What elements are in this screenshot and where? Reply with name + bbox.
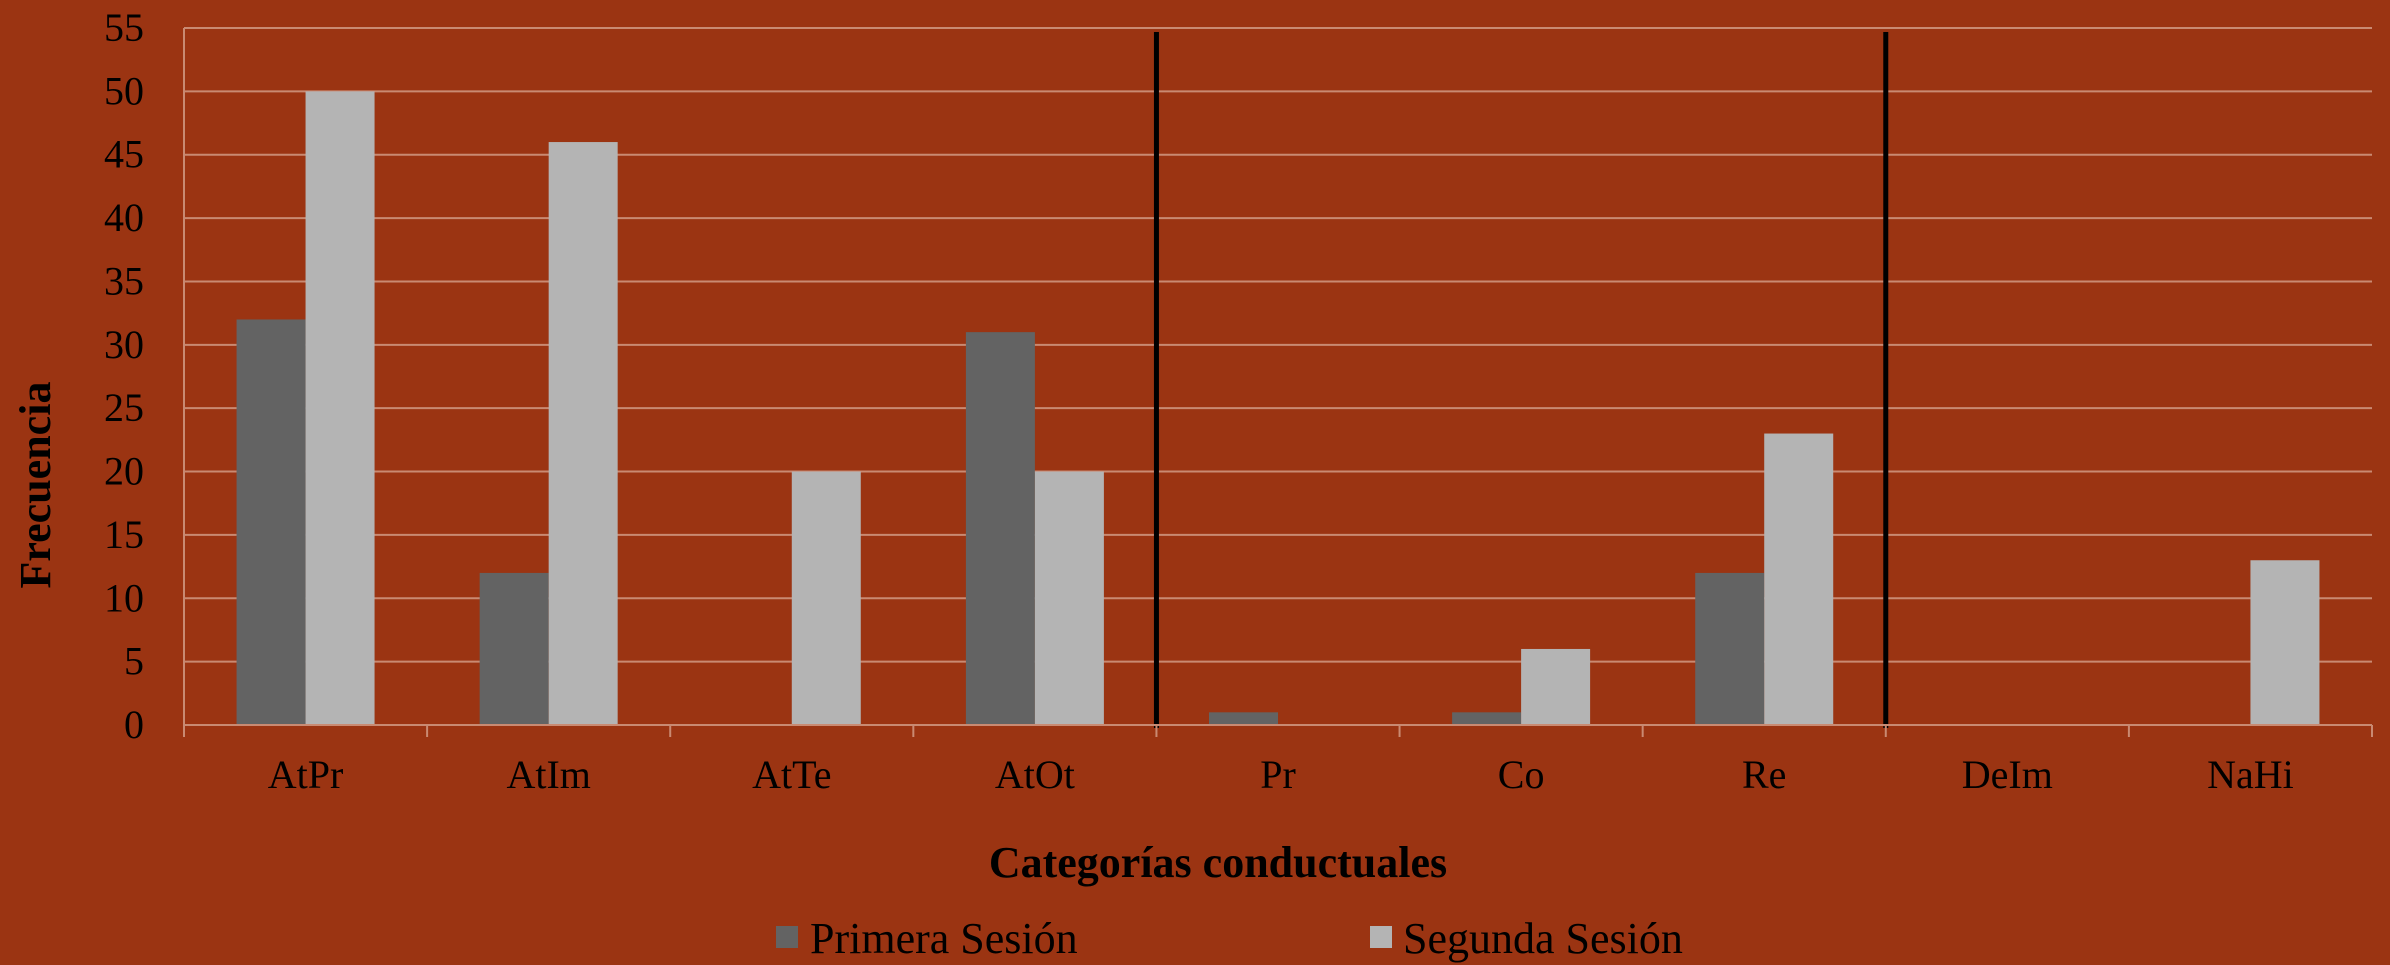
x-tick-label: DeIm xyxy=(1962,752,2053,797)
bar-segunda-co xyxy=(1521,648,1591,725)
bar-primera-pr xyxy=(1209,712,1278,725)
x-tick-label: AtOt xyxy=(995,752,1075,797)
y-tick-label: 40 xyxy=(104,195,144,240)
y-tick-label: 10 xyxy=(104,575,144,620)
x-tick-label: Re xyxy=(1742,752,1786,797)
x-tick-label: Pr xyxy=(1260,752,1296,797)
x-tick-labels: AtPr AtIm AtTe AtOt Pr Co Re DeIm NaHi xyxy=(268,752,2294,797)
y-tick-label: 30 xyxy=(104,322,144,367)
y-tick-label: 50 xyxy=(104,68,144,113)
bar-segunda-atim xyxy=(548,142,618,725)
y-axis-title: Frecuencia xyxy=(11,382,60,589)
x-tick-label: NaHi xyxy=(2207,752,2294,797)
y-tick-label: 0 xyxy=(124,702,144,747)
x-tick-label: AtTe xyxy=(752,752,831,797)
x-axis-title: Categorías conductuales xyxy=(989,838,1447,887)
y-tick-label: 55 xyxy=(104,5,144,50)
x-tick-label: Co xyxy=(1498,752,1545,797)
legend: Primera Sesión Segunda Sesión xyxy=(776,914,1683,963)
y-tick-label: 45 xyxy=(104,132,144,177)
bar-primera-re xyxy=(1695,572,1765,725)
group-separators xyxy=(1153,32,1889,728)
bar-primera-atot xyxy=(965,332,1035,725)
bar-segunda-atot xyxy=(1034,471,1104,725)
bar-primera-atpr xyxy=(236,319,306,725)
axes xyxy=(183,28,2373,737)
y-tick-label: 35 xyxy=(104,258,144,303)
y-tick-label: 5 xyxy=(124,639,144,684)
legend-label-segunda: Segunda Sesión xyxy=(1403,914,1683,963)
y-tick-label: 15 xyxy=(104,512,144,557)
bar-segunda-re xyxy=(1764,433,1834,725)
y-tick-label: 20 xyxy=(104,449,144,494)
bar-segunda-nahi xyxy=(2250,560,2320,725)
bar-segunda-atpr xyxy=(305,91,375,725)
bar-segunda-atte xyxy=(791,471,861,725)
x-tick-label: AtIm xyxy=(506,752,590,797)
legend-swatch-primera xyxy=(776,926,798,948)
x-tick-label: AtPr xyxy=(268,752,344,797)
bar-primera-atim xyxy=(479,572,549,725)
bar-primera-co xyxy=(1452,712,1522,725)
y-tick-labels: 0 5 10 15 20 25 30 35 40 45 50 55 xyxy=(104,5,144,747)
y-tick-label: 25 xyxy=(104,385,144,430)
legend-label-primera: Primera Sesión xyxy=(810,914,1078,963)
bars xyxy=(236,91,2320,725)
legend-swatch-segunda xyxy=(1370,926,1392,948)
